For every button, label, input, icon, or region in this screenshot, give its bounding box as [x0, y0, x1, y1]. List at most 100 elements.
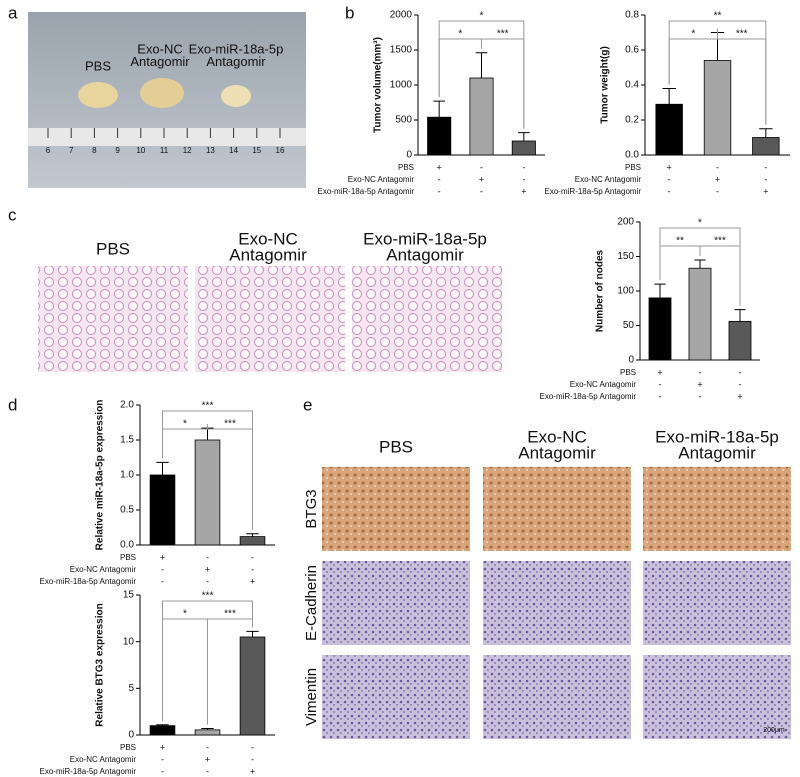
ruler-number: 9: [115, 146, 120, 155]
condition-name: Exo-NC Antagomir: [70, 755, 137, 764]
condition-mark: -: [161, 766, 164, 776]
error-bar: [654, 283, 666, 298]
histology-label: PBS: [96, 239, 130, 258]
photo-label: Exo-miR-18a-5p: [189, 41, 284, 56]
error-bar: [433, 100, 445, 118]
condition-mark: -: [699, 367, 702, 377]
error-bar: [759, 128, 773, 138]
condition-mark: +: [205, 564, 210, 574]
condition-mark: -: [161, 576, 164, 586]
significance-label: *: [698, 218, 702, 229]
error-bar: [201, 427, 214, 440]
y-tick-label: 150: [617, 251, 634, 262]
condition-mark: -: [764, 162, 767, 172]
significance-label: *: [691, 29, 695, 40]
ruler-number: 6: [46, 146, 51, 155]
ruler-number: 15: [252, 146, 261, 155]
y-tick-label: 0: [406, 150, 412, 161]
significance-label: ***: [736, 29, 748, 40]
y-tick-label: 0.6: [625, 45, 639, 56]
condition-mark: +: [160, 742, 165, 752]
ihc-row-label: Vimentin: [303, 668, 320, 726]
bar: [149, 725, 176, 736]
condition-mark: +: [697, 379, 702, 389]
condition-mark: +: [763, 186, 768, 196]
photo-label: Antagomir: [206, 54, 266, 69]
y-tick-label: 2000: [390, 10, 413, 21]
y-tick-label: 0.4: [625, 80, 639, 91]
ihc-column-label: PBS: [379, 437, 413, 456]
tumor: [221, 85, 251, 107]
y-tick-label: 50: [623, 320, 635, 331]
condition-mark: +: [250, 576, 255, 586]
condition-name: Exo-miR-18a-5p Antagomir: [318, 187, 415, 196]
significance-label: **: [714, 11, 722, 22]
ihc-image: [483, 561, 631, 645]
condition-name: Exo-NC Antagomir: [348, 175, 415, 184]
condition-mark: -: [739, 379, 742, 389]
y-tick-label: 500: [395, 115, 412, 126]
ihc-column-label: Exo-miR-18a-5p: [655, 427, 779, 446]
histology-label: Exo-miR-18a-5p: [363, 229, 487, 248]
bar: [239, 536, 266, 546]
condition-mark: -: [716, 186, 719, 196]
condition-mark: -: [699, 391, 702, 401]
error-bar: [694, 259, 706, 269]
significance-label: *: [183, 419, 187, 430]
histology-image: [38, 266, 188, 372]
y-tick-label: 0.8: [625, 10, 639, 21]
condition-mark: +: [667, 162, 672, 172]
ihc-image: [322, 561, 470, 645]
significance-bracket: [659, 227, 741, 306]
condition-mark: +: [737, 391, 742, 401]
error-bar: [156, 461, 169, 475]
y-tick-label: 1500: [390, 45, 413, 56]
ihc-image: [643, 561, 791, 645]
y-tick-label: 15: [123, 590, 135, 601]
ruler-number: 12: [183, 146, 192, 155]
bar: [194, 439, 221, 546]
photo-label: PBS: [85, 58, 111, 73]
y-tick-label: 1.0: [120, 470, 134, 481]
photo-label: Exo-NC: [137, 41, 183, 56]
bar: [469, 77, 494, 156]
condition-mark: -: [522, 174, 525, 184]
y-tick-label: 0: [128, 730, 134, 741]
ruler-number: 8: [92, 146, 97, 155]
ruler-number: 11: [160, 146, 169, 155]
bar: [194, 729, 221, 736]
condition-mark: -: [522, 162, 525, 172]
condition-mark: +: [715, 174, 720, 184]
condition-mark: +: [205, 754, 210, 764]
condition-mark: -: [668, 186, 671, 196]
tumor: [140, 78, 184, 108]
significance-label: ***: [202, 591, 214, 602]
y-axis-label: Relative BTG3 expression: [95, 603, 106, 726]
condition-mark: -: [716, 162, 719, 172]
condition-name: Exo-miR-18a-5p Antagomir: [545, 187, 642, 196]
ihc-image: [643, 655, 791, 739]
y-tick-label: 0.0: [625, 150, 639, 161]
error-bar: [662, 88, 676, 105]
ihc-column-label: Antagomir: [678, 444, 756, 463]
histology-label: Antagomir: [229, 246, 307, 265]
y-axis-label: Relative miR-18a-5p expression: [95, 400, 106, 551]
ruler-number: 14: [229, 146, 238, 155]
condition-mark: -: [161, 564, 164, 574]
condition-name: Exo-NC Antagomir: [70, 565, 137, 574]
condition-mark: -: [438, 174, 441, 184]
y-axis-label: Number of nodes: [595, 249, 606, 332]
ihc-image: [643, 467, 791, 551]
condition-name: PBS: [398, 163, 414, 172]
y-tick-label: 0.0: [120, 540, 134, 551]
error-bar: [475, 52, 488, 78]
ihc-row-label: E-Cadherin: [303, 565, 320, 641]
error-bar: [156, 724, 169, 726]
condition-name: Exo-NC Antagomir: [570, 380, 637, 389]
bar: [703, 60, 732, 156]
condition-mark: -: [739, 367, 742, 377]
significance-label: *: [480, 11, 484, 22]
ihc-image: [322, 467, 470, 551]
